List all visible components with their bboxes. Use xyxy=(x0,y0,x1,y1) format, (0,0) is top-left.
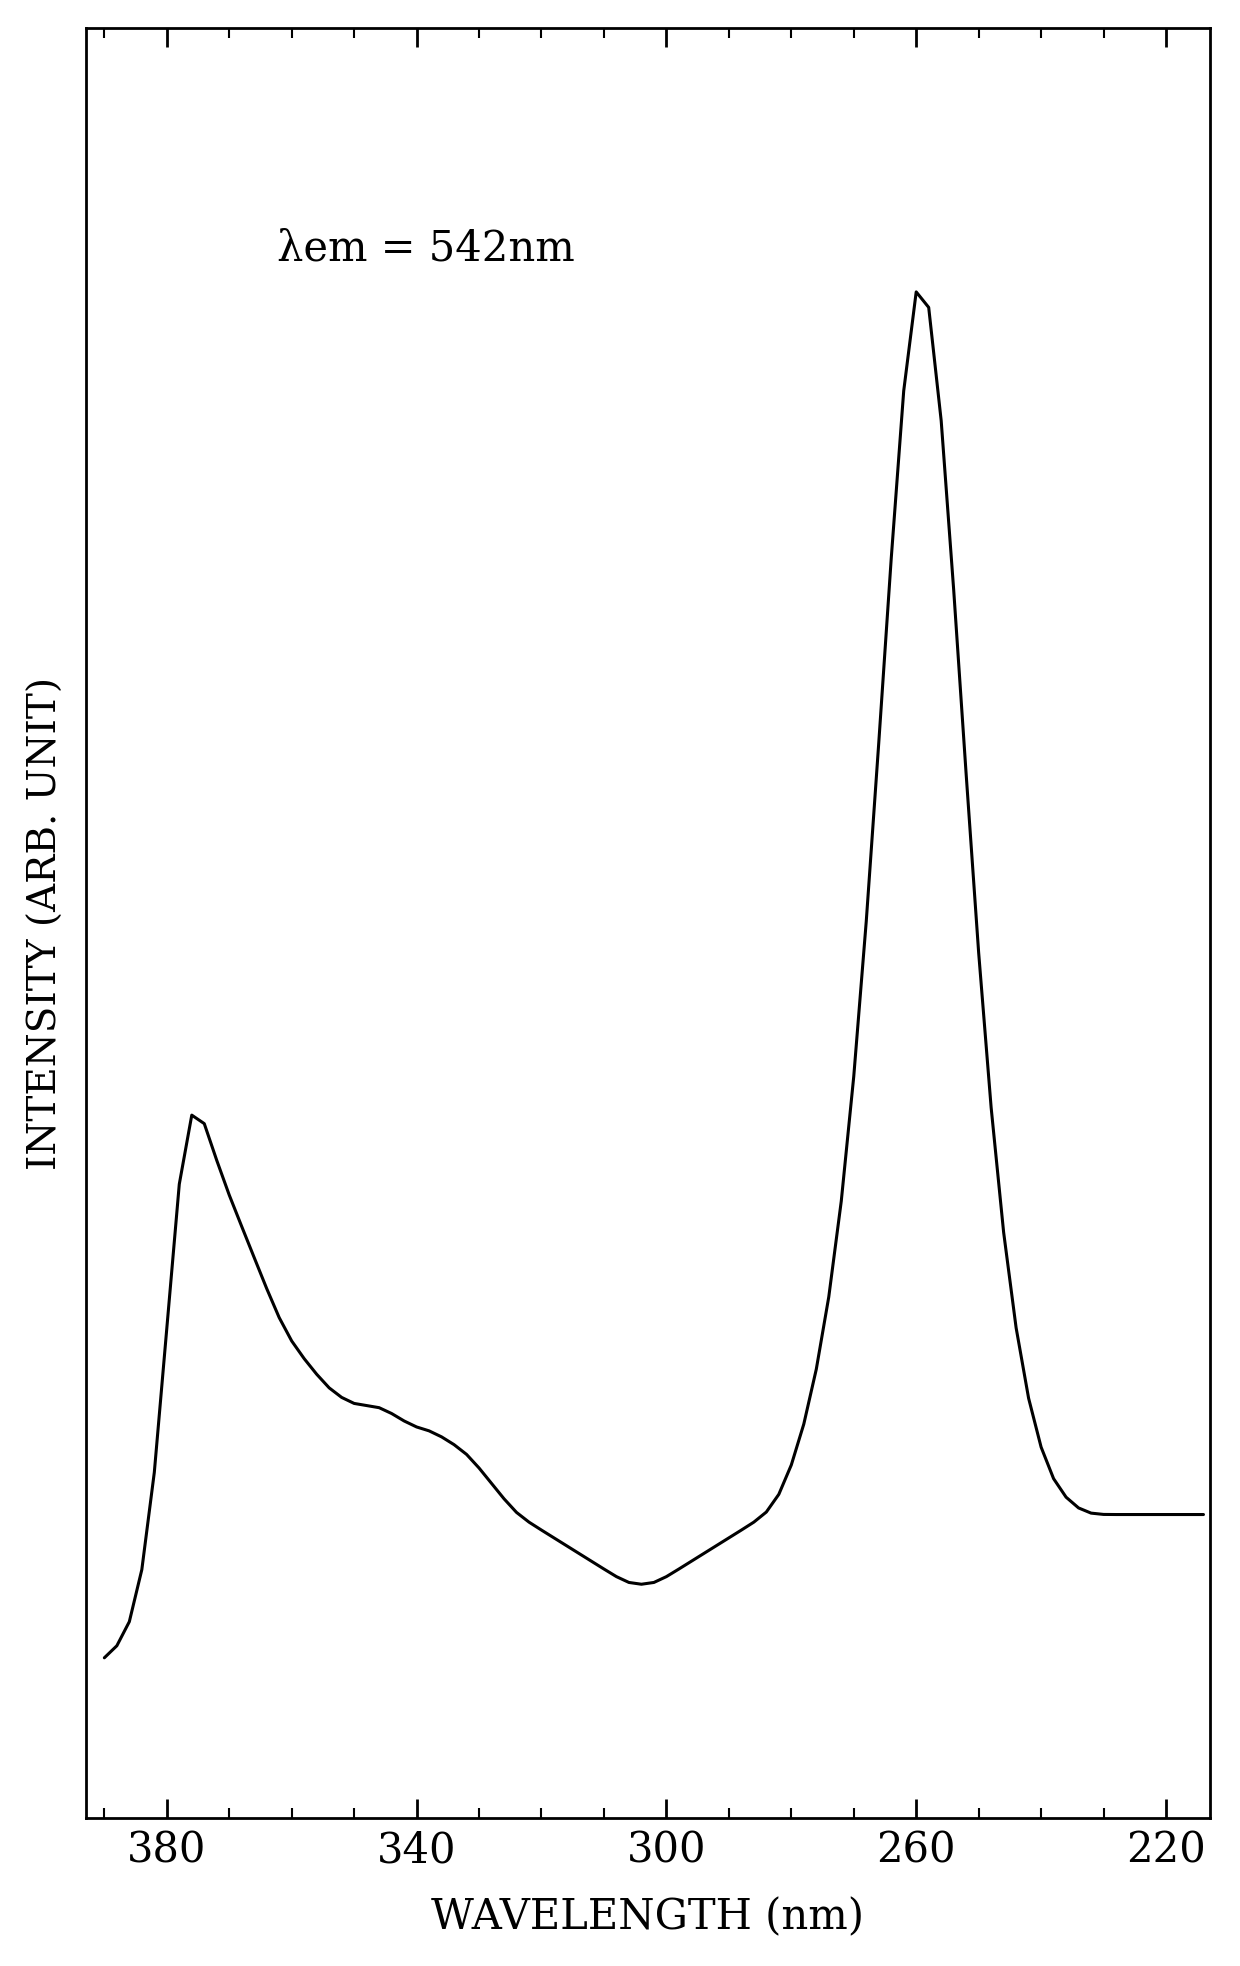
Y-axis label: INTENSITY (ARB. UNIT): INTENSITY (ARB. UNIT) xyxy=(27,676,64,1170)
X-axis label: WAVELENGTH (nm): WAVELENGTH (nm) xyxy=(432,1897,864,1938)
Text: λem = 542nm: λem = 542nm xyxy=(277,228,574,269)
